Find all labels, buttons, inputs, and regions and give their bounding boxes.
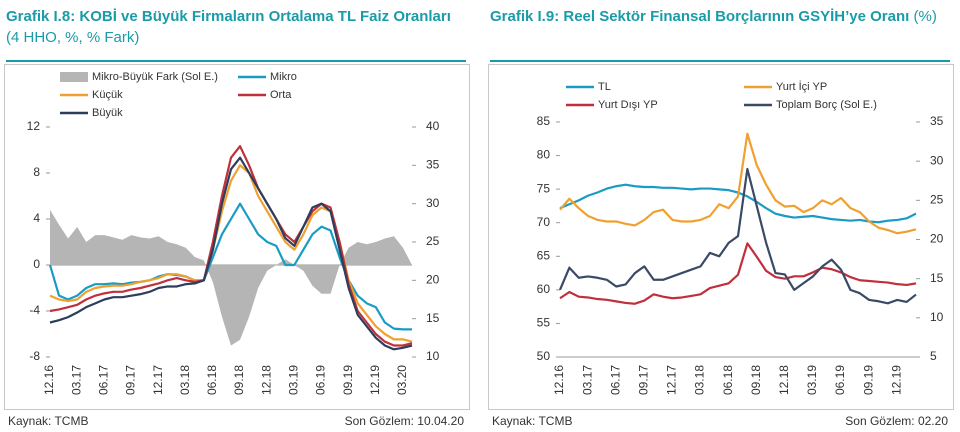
y-tick-label: 80 [537, 148, 551, 162]
x-tick-label: 09.17 [636, 365, 650, 395]
y2-tick-label: 10 [930, 310, 944, 324]
chart-title: Grafik I.8: KOBİ ve Büyük Firmaların Ort… [6, 8, 451, 25]
line [49, 164, 413, 343]
legend-label: Yurt Dışı YP [598, 99, 658, 111]
line [559, 132, 917, 235]
x-tick-label: 09.17 [124, 365, 138, 395]
x-tick-label: 06.19 [314, 365, 328, 395]
y-tick-label: 12 [27, 119, 41, 133]
x-tick-label: 03.18 [693, 365, 707, 395]
legend-label: Toplam Borç (Sol E.) [776, 99, 877, 111]
y2-tick-label: 15 [426, 311, 440, 325]
x-tick-label: 03.20 [395, 365, 409, 395]
x-tick-label: 12.19 [368, 365, 382, 395]
chart-subtitle: (%) [913, 8, 937, 25]
x-tick-label: 12.16 [42, 365, 56, 395]
panel: Grafik I.9: Reel Sektör Finansal Borçlar… [486, 0, 956, 432]
y-tick-label: 65 [537, 248, 551, 262]
legend-label: Küçük [92, 89, 123, 101]
y2-tick-label: 30 [426, 196, 440, 210]
y2-tick-label: 35 [930, 114, 944, 128]
chart-frame [488, 64, 954, 410]
y-tick-label: 50 [537, 349, 551, 363]
y-tick-label: 55 [537, 316, 551, 330]
y2-tick-label: 25 [426, 234, 440, 248]
x-tick-label: 03.18 [178, 365, 192, 395]
x-tick-label: 12.18 [259, 365, 273, 395]
chart-subtitle: (4 HHO, %, % Fark) [6, 29, 140, 46]
legend-label: Büyük [92, 107, 123, 119]
x-tick-label: 12.19 [889, 365, 903, 395]
legend-label: Yurt İçi YP [776, 80, 827, 93]
y2-tick-label: 10 [426, 349, 440, 363]
x-tick-label: 03.17 [580, 365, 594, 395]
x-tick-label: 12.18 [777, 365, 791, 395]
source: Kaynak: TCMB [492, 414, 573, 428]
last-observation: Son Gözlem: 02.20 [845, 414, 948, 428]
chart-header: Grafik I.9: Reel Sektör Finansal Borçlar… [490, 6, 950, 62]
x-tick-label: 06.18 [205, 365, 219, 395]
line [49, 156, 413, 351]
x-tick-label: 03.17 [69, 365, 83, 395]
y2-tick-label: 15 [930, 271, 944, 285]
panel: Grafik I.8: KOBİ ve Büyük Firmaların Ort… [2, 0, 472, 432]
x-tick-label: 09.19 [861, 365, 875, 395]
x-tick-label: 12.16 [552, 365, 566, 395]
x-tick-label: 12.17 [665, 365, 679, 395]
x-tick-label: 03.19 [287, 365, 301, 395]
chart-title: Grafik I.9: Reel Sektör Finansal Borçlar… [490, 8, 910, 25]
y2-tick-label: 20 [426, 273, 440, 287]
y-tick-label: 0 [33, 257, 40, 271]
x-tick-label: 09.18 [232, 365, 246, 395]
y2-tick-label: 40 [426, 119, 440, 133]
y2-tick-label: 25 [930, 193, 944, 207]
y-tick-label: 70 [537, 215, 551, 229]
y2-tick-label: 35 [426, 158, 440, 172]
y-tick-label: 8 [33, 165, 40, 179]
legend-label: Orta [270, 89, 292, 101]
y2-tick-label: 20 [930, 232, 944, 246]
line [559, 242, 917, 305]
x-tick-label: 06.18 [721, 365, 735, 395]
x-tick-label: 12.17 [151, 365, 165, 395]
area [50, 209, 412, 346]
y-tick-label: 4 [33, 211, 40, 225]
last-observation: Son Gözlem: 10.04.20 [344, 414, 464, 428]
x-tick-label: 06.17 [96, 365, 110, 395]
y2-tick-label: 30 [930, 153, 944, 167]
x-tick-label: 03.19 [805, 365, 819, 395]
legend-label: Mikro-Büyük Fark (Sol E.) [92, 71, 218, 83]
y-tick-label: 75 [537, 181, 551, 195]
y-tick-label: -4 [29, 303, 40, 317]
x-tick-label: 09.19 [341, 365, 355, 395]
legend-label: TL [598, 81, 611, 93]
source: Kaynak: TCMB [8, 414, 89, 428]
legend-swatch [60, 72, 88, 82]
legend-label: Mikro [270, 71, 297, 83]
y2-tick-label: 5 [930, 349, 937, 363]
x-tick-label: 06.17 [608, 365, 622, 395]
y-tick-label: -8 [29, 349, 40, 363]
y-tick-label: 60 [537, 282, 551, 296]
x-tick-label: 09.18 [749, 365, 763, 395]
y-tick-label: 85 [537, 114, 551, 128]
line [49, 145, 413, 347]
chart-frame [4, 64, 470, 410]
line [558, 167, 917, 305]
x-tick-label: 06.19 [833, 365, 847, 395]
chart-header: Grafik I.8: KOBİ ve Büyük Firmaların Ort… [6, 6, 466, 62]
